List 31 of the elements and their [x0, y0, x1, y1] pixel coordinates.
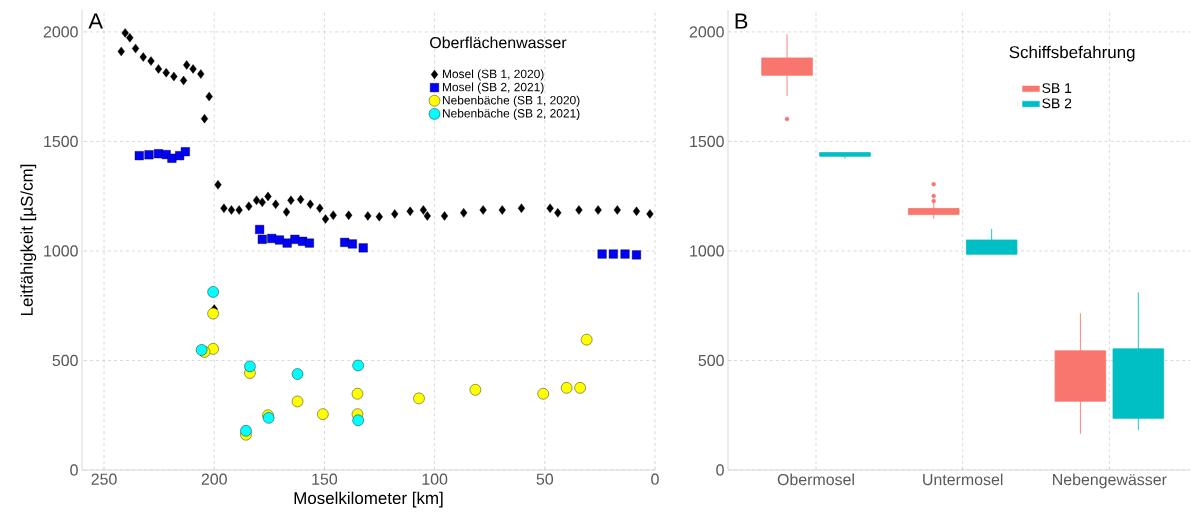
x-tick-label: 50	[536, 473, 554, 485]
y-tick-label: 2000	[43, 26, 78, 38]
y-tick-label: 1000	[690, 245, 724, 257]
legend-label: Mosel (SB 2, 2021)	[442, 82, 544, 94]
chart-title: A	[88, 13, 103, 29]
legend-label: SB 2	[1042, 98, 1072, 109]
x-tick-label: 0	[651, 473, 659, 485]
chart-title: B	[735, 13, 748, 29]
y-tick-label: 1500	[44, 135, 78, 148]
y-tick-label: 0	[716, 464, 724, 476]
y-tick-label: 500	[52, 354, 78, 367]
legend-title: Schiffsbefahrung	[1009, 45, 1135, 62]
legend-label: Mosel (SB 1, 2020)	[442, 69, 544, 81]
x-tick-label: 100	[422, 473, 448, 485]
legend-label: Nebenbäche (SB 2, 2021)	[442, 108, 580, 120]
legend-label: SB 1	[1042, 83, 1072, 94]
y-tick-label: 500	[698, 354, 724, 367]
x-tick-label: Untermosel	[923, 473, 1003, 486]
y-tick-label: 0	[70, 464, 78, 476]
legend-title: Oberflächenwasser	[430, 36, 567, 49]
x-tick-label: Obermosel	[777, 473, 854, 486]
y-axis-title: Leitfähigkeit [µS/cm]	[20, 164, 37, 316]
x-tick-label: 200	[201, 473, 227, 485]
x-tick-label: 150	[312, 473, 338, 485]
x-tick-label: Nebengewässer	[1053, 473, 1167, 489]
y-tick-label: 1500	[690, 135, 724, 148]
x-axis-title: Moselkilometer [km]	[294, 491, 443, 508]
y-tick-label: 2000	[689, 26, 724, 38]
x-tick-label: 250	[91, 473, 117, 485]
y-tick-label: 1000	[44, 245, 78, 257]
legend-label: Nebenbäche (SB 1, 2020)	[442, 95, 580, 107]
